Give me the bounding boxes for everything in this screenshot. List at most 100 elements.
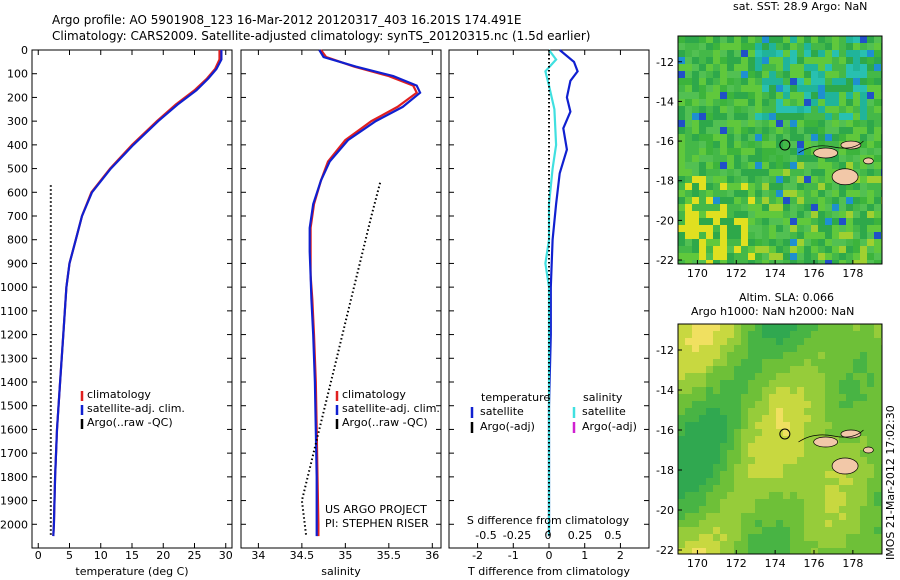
map-cell [804,450,811,457]
map-cell [790,120,797,127]
map-cell [811,464,818,471]
map-cell [685,176,692,183]
map-cell [804,485,811,492]
map-cell [741,113,748,120]
map-cell [706,331,713,338]
y-tick-label: 1100 [0,305,28,318]
map-cell [867,373,874,380]
map-cell [699,331,706,338]
map-cell [846,64,853,71]
map-cell [678,513,685,520]
map-cell [797,127,804,134]
map-cell [804,464,811,471]
map-cell [776,464,783,471]
map-cell [776,485,783,492]
map-cell [832,380,839,387]
map-cell [818,141,825,148]
map-cell [741,204,748,211]
map-cell [699,99,706,106]
map-cell [846,190,853,197]
map-cell [839,401,846,408]
map-cell [727,520,734,527]
map-cell [706,162,713,169]
map-cell [874,366,881,373]
map-cell [776,127,783,134]
map-cell [748,155,755,162]
map-cell [818,162,825,169]
map-cell [692,492,699,499]
map-cell [839,506,846,513]
map-cell [720,246,727,253]
map-cell [755,253,762,260]
map-cell [874,422,881,429]
map-cell [734,366,741,373]
map-cell [762,415,769,422]
map-cell [846,548,853,554]
map-cell [699,352,706,359]
map-cell [762,345,769,352]
map-cell [748,197,755,204]
map-cell [860,506,867,513]
map-cell [720,127,727,134]
map-cell [720,92,727,99]
y-tick-label: 200 [7,91,28,104]
map-cell [734,352,741,359]
map-cell [818,78,825,85]
map-cell [804,211,811,218]
map-cell [804,408,811,415]
map-cell [678,394,685,401]
map-cell [699,548,706,554]
map-cell [699,92,706,99]
map-cell [755,464,762,471]
map-cell [825,127,832,134]
map-cell [867,450,874,457]
y-tick-label: 1900 [0,495,28,508]
map-cell [867,134,874,141]
map-cell [860,548,867,554]
map-cell [755,492,762,499]
map-cell [748,57,755,64]
figure-subtitle: Climatology: CARS2009. Satellite-adjuste… [52,29,591,43]
y-tick-label: 900 [7,257,28,270]
map-cell [832,246,839,253]
map-cell [748,176,755,183]
map-cell [769,527,776,534]
map-cell [741,218,748,225]
map-cell [685,71,692,78]
map-cell [860,50,867,57]
map-cell [678,36,685,43]
map-cell [727,225,734,232]
map-cell [762,197,769,204]
map-cell [699,534,706,541]
map-cell [734,120,741,127]
map-cell [839,345,846,352]
map-cell [853,106,860,113]
map-cell [790,478,797,485]
map-cell [846,450,853,457]
map-cell [839,471,846,478]
map-cell [748,211,755,218]
map-cell [797,464,804,471]
map-cell [755,478,762,485]
map-cell [762,464,769,471]
map-cell [769,99,776,106]
map-cell [846,436,853,443]
map-cell [825,548,832,554]
map-cell [853,260,860,264]
map-cell [713,162,720,169]
map-cell [853,331,860,338]
map-cell [741,324,748,331]
map-cell [811,71,818,78]
map-cell [692,464,699,471]
map-cell [818,169,825,176]
map-cell [706,155,713,162]
map-cell [734,534,741,541]
map-cell [692,106,699,113]
map-cell [678,373,685,380]
map-cell [839,57,846,64]
map-cell [811,499,818,506]
y-tick-label: 2000 [0,518,28,531]
map-cell [853,190,860,197]
map-cell [797,57,804,64]
map-cell [797,50,804,57]
